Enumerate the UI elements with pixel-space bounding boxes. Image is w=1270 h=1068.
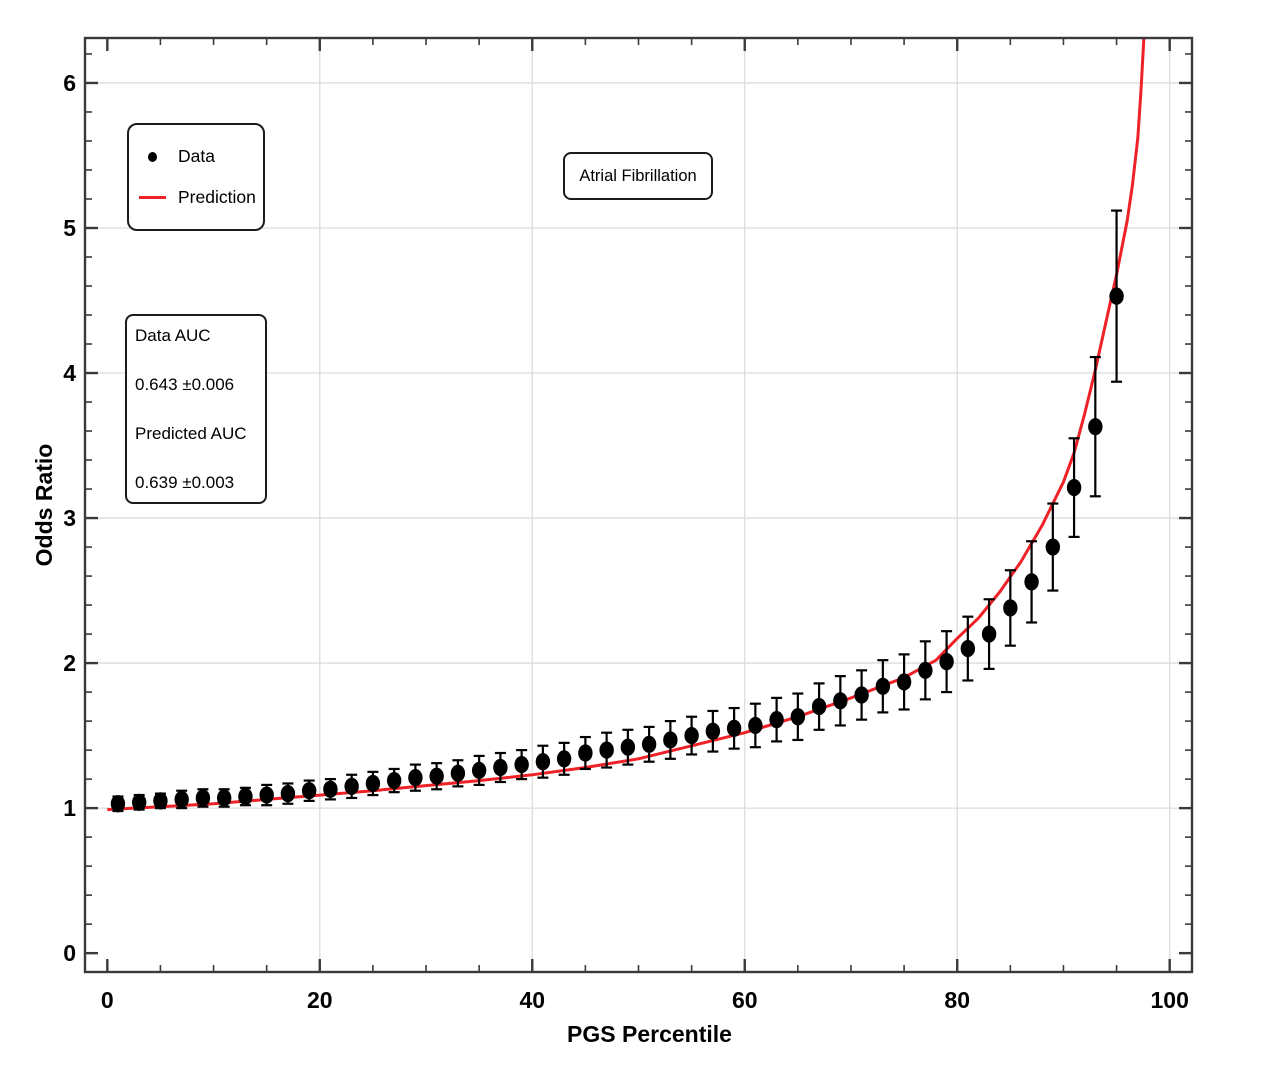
auc-value-data: 0.643 ±0.006 <box>135 375 235 394</box>
y-tick-label: 0 <box>63 940 76 966</box>
auc-value-predicted: 0.639 ±0.003 <box>135 473 235 492</box>
data-point <box>535 753 551 771</box>
legend-marker-cell <box>138 151 166 162</box>
data-point <box>344 777 359 795</box>
x-tick-label: 40 <box>519 987 545 1013</box>
data-point <box>493 758 508 777</box>
data-point <box>450 764 466 782</box>
data-point <box>705 722 721 740</box>
data-point <box>556 750 572 768</box>
data-point <box>578 744 593 762</box>
data-point <box>854 686 869 704</box>
data-point <box>981 625 997 643</box>
data-point <box>811 697 827 716</box>
legend-item-data: Data <box>138 146 263 166</box>
data-point <box>471 761 487 780</box>
x-axis-label: PGS Percentile <box>567 1021 732 1047</box>
data-point <box>1088 418 1103 436</box>
data-point <box>131 793 147 811</box>
data-point <box>896 673 912 691</box>
auc-line-predicted-title: Predicted AUC <box>135 424 247 443</box>
x-tick-label: 0 <box>101 987 114 1013</box>
y-tick-label: 5 <box>63 215 76 241</box>
data-point <box>110 795 126 813</box>
data-point <box>514 756 529 774</box>
prediction-line-icon <box>138 195 166 199</box>
data-point <box>386 771 402 790</box>
data-point <box>599 741 614 759</box>
data-point <box>620 738 636 756</box>
data-point <box>216 789 232 807</box>
data-point <box>790 708 806 726</box>
y-tick-label: 2 <box>63 650 76 676</box>
data-point <box>748 716 763 735</box>
x-tick-label: 20 <box>307 987 333 1013</box>
data-point <box>238 787 253 806</box>
data-point <box>684 726 699 745</box>
y-tick-label: 4 <box>63 360 76 386</box>
data-point <box>1003 599 1018 617</box>
data-point <box>663 731 678 749</box>
data-point <box>769 711 784 729</box>
data-point <box>408 769 423 787</box>
y-tick-label: 6 <box>63 70 76 96</box>
data-point <box>1066 478 1082 497</box>
auc-box: Data AUC 0.643 ±0.006 Predicted AUC 0.63… <box>125 314 267 504</box>
data-point <box>174 790 189 809</box>
data-point <box>429 767 444 785</box>
data-point <box>195 789 211 807</box>
y-tick-label: 1 <box>63 795 76 821</box>
data-point <box>280 785 296 803</box>
y-axis-label: Odds Ratio <box>31 444 57 567</box>
plot-annotation: Atrial Fibrillation <box>563 152 713 200</box>
x-tick-label: 80 <box>944 987 970 1013</box>
legend-label-prediction: Prediction <box>178 186 256 207</box>
data-point <box>833 692 848 710</box>
data-point <box>939 653 954 671</box>
data-point <box>1109 287 1124 305</box>
data-point <box>1045 538 1061 556</box>
y-tick-label: 3 <box>63 505 76 531</box>
data-point <box>301 782 317 800</box>
legend-label-data: Data <box>178 146 215 166</box>
data-point <box>641 735 657 753</box>
auc-line-title: Data AUC <box>135 326 211 345</box>
data-point <box>153 792 168 810</box>
legend-marker-cell <box>138 195 166 199</box>
data-point <box>960 639 976 658</box>
x-tick-label: 100 <box>1151 987 1189 1013</box>
x-tick-label: 60 <box>732 987 758 1013</box>
data-point <box>1024 573 1039 591</box>
data-point <box>323 780 338 798</box>
legend: Data Prediction <box>127 123 265 231</box>
data-point <box>726 719 742 737</box>
legend-item-prediction: Prediction <box>138 186 263 207</box>
data-point <box>259 786 274 804</box>
data-point <box>918 661 933 679</box>
data-point <box>365 774 381 793</box>
data-marker-icon <box>147 151 157 162</box>
data-point <box>875 677 891 695</box>
